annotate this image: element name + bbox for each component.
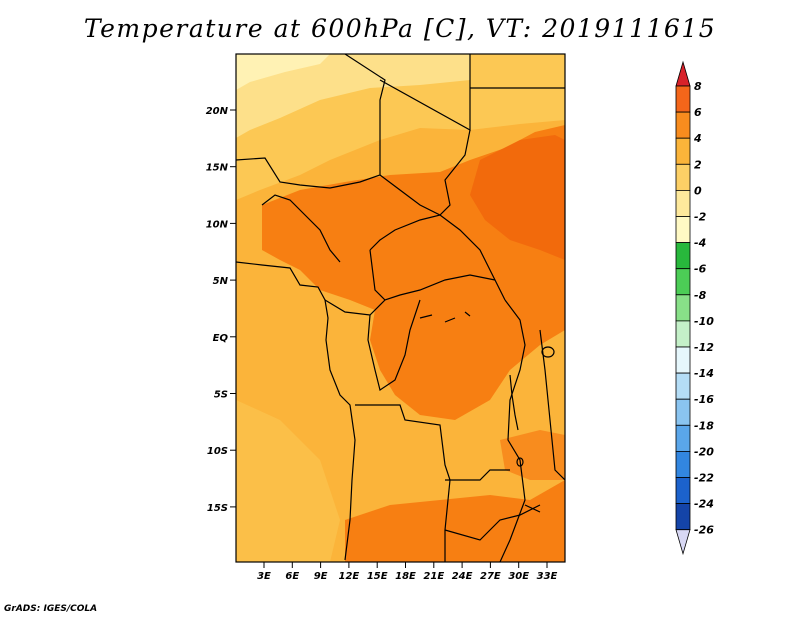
band-palest <box>236 54 330 90</box>
lon-tick-label: 33E <box>537 571 558 582</box>
lat-tick-label: 20N <box>206 106 229 117</box>
colorbar-label: -4 <box>694 237 706 250</box>
colorbar-label: -24 <box>694 498 714 511</box>
core-hotter <box>470 135 565 260</box>
lon-tick-label: 9E <box>314 571 328 582</box>
colorbar-label: -22 <box>694 472 714 485</box>
colorbar-label: -14 <box>694 367 714 380</box>
colorbar-top-arrow <box>675 60 691 87</box>
map-frame <box>235 53 566 563</box>
colorbar-label: -2 <box>694 211 707 224</box>
country-borders <box>236 54 565 562</box>
colorbar-segment <box>675 294 691 322</box>
colorbar-label: -20 <box>694 445 714 458</box>
lon-tick-label: 6E <box>285 571 299 582</box>
band-pale <box>236 54 470 138</box>
lon-tick-label: 18E <box>395 571 416 582</box>
lon-tick-label: 30E <box>508 571 529 582</box>
colorbar-segment <box>675 137 691 165</box>
colorbar-label: -18 <box>694 419 714 432</box>
lat-tick-label: 15S <box>207 503 228 514</box>
colorbar-segment <box>675 111 691 139</box>
colorbar-segment <box>675 503 691 531</box>
colorbar-label: -8 <box>694 289 707 302</box>
colorbar-segment <box>675 268 691 296</box>
core-south <box>345 480 565 562</box>
lat-tick-label: 5S <box>214 390 228 401</box>
lon-tick-label: 12E <box>339 571 360 582</box>
colorbar-segment <box>675 85 691 113</box>
colorbar: 8 6 4 2 0 -2 -4 -6 -8 -10 -12 -14 -16 -18 -20 -22 -24 -26 <box>675 60 714 556</box>
colorbar-segment <box>675 189 691 217</box>
colorbar-segment <box>675 372 691 400</box>
lon-tick-label: 24E <box>452 571 473 582</box>
longitude-axis: 3E 6E 9E 12E 15E 18E 21E 24E 27E 30E 33E <box>257 562 558 582</box>
colorbar-segment <box>675 216 691 244</box>
colorbar-segment <box>675 242 691 270</box>
lon-tick-label: 21E <box>423 571 444 582</box>
lat-tick-label: EQ <box>213 333 229 344</box>
colorbar-bottom-arrow <box>675 529 691 556</box>
lat-tick-label: 10S <box>207 446 228 457</box>
colorbar-segment <box>675 477 691 505</box>
colorbar-label: 6 <box>694 106 702 119</box>
lon-tick-label: 27E <box>480 571 501 582</box>
lat-tick-label: 15N <box>206 163 229 174</box>
map-title: Temperature at 600hPa [C], VT: 201911161… <box>83 14 717 43</box>
colorbar-label: 8 <box>694 80 702 93</box>
colorbar-segment <box>675 424 691 452</box>
colorbar-segment <box>675 320 691 348</box>
colorbar-label: 4 <box>693 132 702 145</box>
grads-credit: GrADS: IGES/COLA <box>4 604 98 614</box>
lakes <box>419 311 555 513</box>
lon-tick-label: 15E <box>367 571 388 582</box>
colorbar-segment <box>675 163 691 191</box>
colorbar-segment <box>675 346 691 374</box>
western-light <box>236 400 340 562</box>
colorbar-label: -10 <box>694 315 714 328</box>
colorbar-label: -26 <box>694 524 714 537</box>
latitude-axis: 20N 15N 10N 5N EQ 5S 10S 15S <box>206 106 236 514</box>
colorbar-label: 2 <box>694 158 702 171</box>
colorbar-label: 0 <box>694 184 702 197</box>
colorbar-label: -6 <box>694 263 707 276</box>
colorbar-label: -16 <box>694 393 714 406</box>
temperature-field <box>236 54 565 562</box>
core-southeast <box>500 430 565 480</box>
colorbar-label: -12 <box>694 341 714 354</box>
colorbar-segment <box>675 450 691 478</box>
lat-tick-label: 5N <box>213 276 229 287</box>
colorbar-segment <box>675 398 691 426</box>
lon-tick-label: 3E <box>257 571 271 582</box>
lat-tick-label: 10N <box>206 219 229 230</box>
